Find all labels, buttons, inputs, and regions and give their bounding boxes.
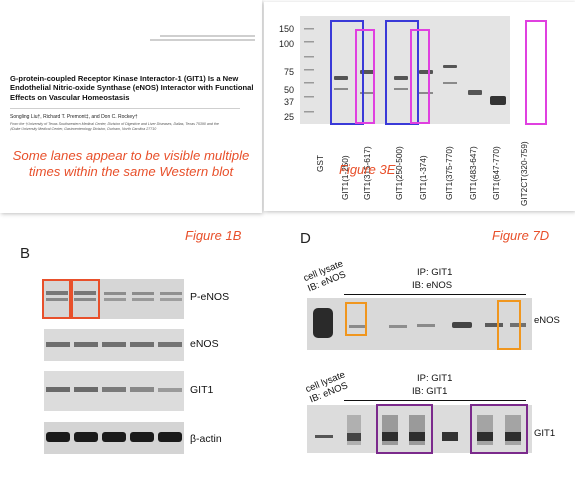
pink-highlight-box	[410, 29, 430, 124]
p-enos-blot	[44, 279, 184, 319]
ip-label: IP: GIT1	[417, 373, 453, 384]
lane-label: GIT1(1-374)	[419, 155, 428, 200]
figure-3e-panel: 150 100 75 50 37 25 GST GIT1(	[264, 2, 575, 211]
ladder-label: 75	[283, 67, 294, 77]
git1-ip-blot	[307, 405, 532, 453]
git1-blot	[44, 371, 184, 411]
received-line	[10, 108, 240, 109]
header-text-line	[160, 35, 255, 37]
figure-label: Figure 7D	[492, 228, 550, 243]
orange-highlight-box	[71, 279, 100, 319]
ladder-label: 100	[278, 39, 294, 49]
paper-affiliation-2: ‡Duke University Medical Center, Gastroe…	[10, 127, 157, 131]
bracket-line	[344, 400, 526, 401]
lane-label: GIT1(250-500)	[395, 146, 404, 200]
figure-label: Figure 3E	[339, 162, 396, 177]
orange-highlight-box	[345, 302, 367, 336]
lane-label: GIT2CT(320-759)	[520, 141, 529, 206]
pink-highlight-box	[355, 29, 375, 124]
ib-label: IB: eNOS	[412, 280, 453, 291]
row-label: GIT1	[190, 384, 214, 396]
header-text-line	[150, 39, 255, 41]
ladder-label: 25	[283, 112, 294, 122]
cell-lysate-label: cell lysate IB: eNOS	[302, 258, 348, 295]
ladder-label: 50	[283, 85, 294, 95]
row-label: eNOS	[534, 315, 560, 326]
enos-blot	[44, 329, 184, 361]
paper-title: G-protein-coupled Receptor Kinase Intera…	[10, 74, 254, 102]
orange-highlight-box	[497, 300, 521, 350]
blue-highlight-box	[330, 20, 364, 125]
lane-label: GIT1(647-770)	[492, 146, 501, 200]
ladder-label: 150	[278, 24, 294, 34]
row-label: P-eNOS	[190, 291, 230, 303]
row-label: GIT1	[534, 428, 556, 439]
lane-label: GST	[316, 155, 325, 172]
figure-1b-panel: Figure 1B B P-eNOS eNOS GIT1 β-actin	[0, 219, 262, 485]
enos-ip-blot	[307, 298, 532, 350]
bracket-line	[344, 294, 526, 295]
ib-label: IB: GIT1	[412, 386, 448, 397]
coomassie-gel	[300, 16, 510, 124]
pink-highlight-box	[525, 20, 547, 125]
purple-highlight-box	[376, 404, 433, 454]
lane-label: GIT1(375-770)	[445, 146, 454, 200]
paper-panel: G-protein-coupled Receptor Kinase Intera…	[0, 0, 262, 213]
ip-label: IP: GIT1	[417, 267, 453, 278]
purple-highlight-box	[470, 404, 528, 454]
blue-highlight-box	[385, 20, 419, 125]
panel-letter: D	[300, 230, 311, 247]
orange-highlight-box	[42, 279, 71, 319]
ladder-label: 37	[283, 97, 294, 107]
paper-affiliation-1: From the †University of Texas Southweste…	[10, 122, 219, 126]
panel-letter: B	[20, 245, 31, 262]
row-label: β-actin	[190, 433, 222, 445]
figure-7d-panel: Figure 7D D cell lysate IB: eNOS IP: GIT…	[292, 220, 575, 485]
paper-authors: Songling Liu†, Richard T. Premont‡, and …	[10, 114, 138, 120]
row-label: eNOS	[190, 338, 219, 350]
figure-label: Figure 1B	[185, 228, 242, 243]
duplication-note: Some lanes appear to be visible multiple…	[12, 148, 250, 179]
beta-actin-blot	[44, 422, 184, 454]
lane-label: GIT1(483-647)	[469, 146, 478, 200]
